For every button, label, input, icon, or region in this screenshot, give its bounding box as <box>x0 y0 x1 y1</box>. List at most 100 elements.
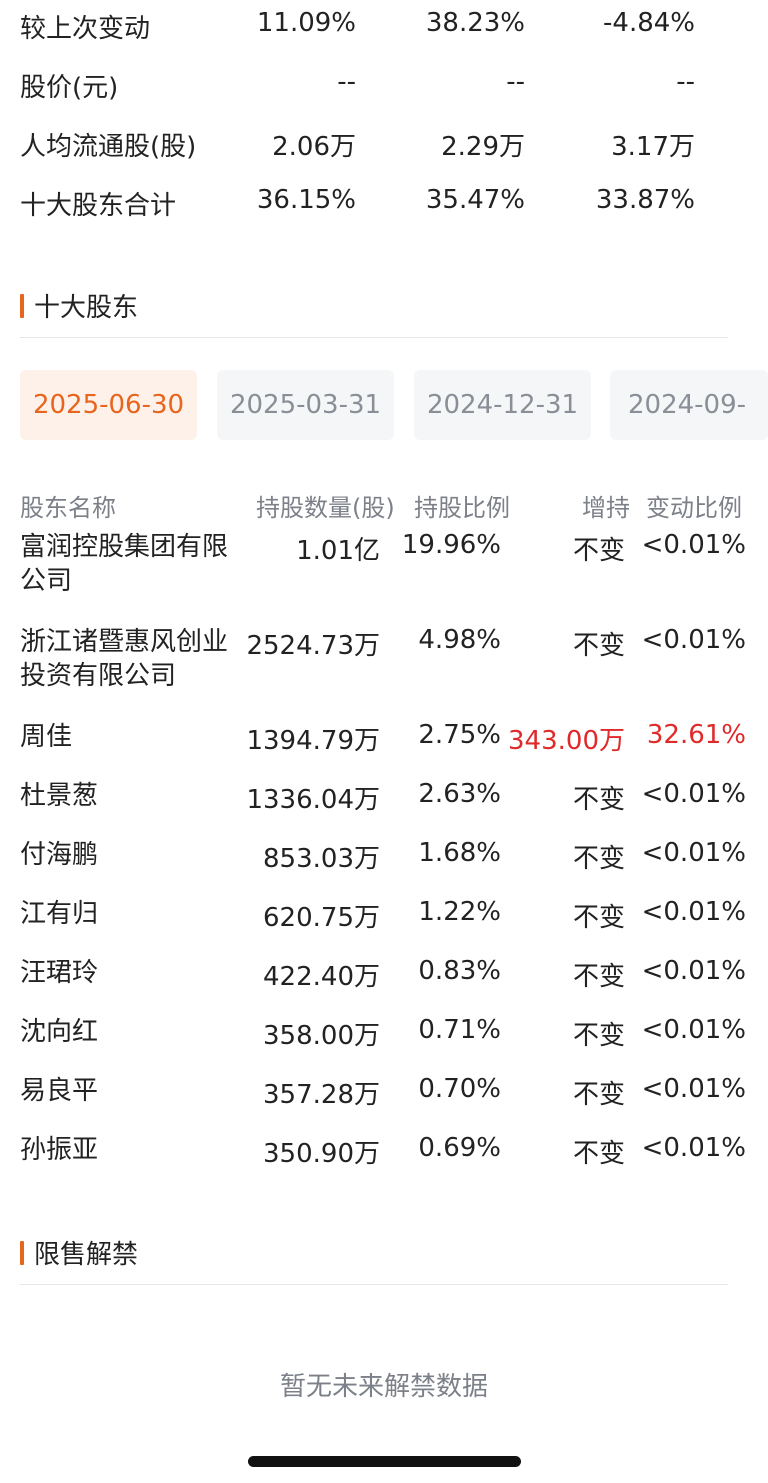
holder-change: 不变 <box>572 1139 625 1169</box>
holder-name: 富润控股集团有限公司 <box>20 532 229 596</box>
holder-name: 浙江诸暨惠风创业投资有限公司 <box>20 627 229 691</box>
holder-change-ratio: <0.01% <box>641 1074 746 1104</box>
summary-row-change: 较上次变动 11.09% 38.23% -4.84% <box>0 8 768 67</box>
holder-shares: 350.90万 <box>263 1139 380 1169</box>
table-row[interactable]: 浙江诸暨惠风创业投资有限公司 2524.73万 4.98% 不变 <0.01% <box>0 625 768 720</box>
section-divider <box>20 337 728 338</box>
holder-change: 不变 <box>572 903 625 933</box>
holder-name: 汪珺玲 <box>20 958 99 988</box>
header-holder-name: 股东名称 <box>20 494 116 522</box>
section-title-top-holders: 十大股东 <box>20 287 138 324</box>
date-tab-2024-09[interactable]: 2024-09- <box>610 370 768 440</box>
table-row[interactable]: 沈向红 358.00万 0.71% 不变 <0.01% <box>0 1015 768 1074</box>
summary-value: -- <box>337 67 356 97</box>
holder-change-ratio: 32.61% <box>646 720 746 750</box>
home-indicator[interactable] <box>248 1456 521 1467</box>
table-row[interactable]: 杜景葱 1336.04万 2.63% 不变 <0.01% <box>0 779 768 838</box>
table-header: 股东名称 持股数量(股) 持股比例 增持 变动比例 <box>0 480 768 530</box>
holder-shares: 2524.73万 <box>246 631 380 661</box>
section-title-text: 十大股东 <box>34 293 139 323</box>
holder-name: 孙振亚 <box>20 1135 99 1165</box>
holder-change: 不变 <box>572 844 625 874</box>
holder-ratio: 0.71% <box>418 1015 501 1045</box>
section-divider <box>20 1284 728 1285</box>
summary-value: -- <box>676 67 695 97</box>
summary-row-avg-shares: 人均流通股(股) 2.06万 2.29万 3.17万 <box>0 126 768 185</box>
holder-change-ratio: <0.01% <box>641 779 746 809</box>
table-row[interactable]: 付海鹏 853.03万 1.68% 不变 <0.01% <box>0 838 768 897</box>
summary-value: 35.47% <box>425 185 525 215</box>
section-title-text: 限售解禁 <box>34 1240 139 1270</box>
holder-ratio: 0.70% <box>418 1074 501 1104</box>
section-accent-bar <box>20 1240 24 1265</box>
holder-change-ratio: <0.01% <box>641 1133 746 1163</box>
holder-name: 易良平 <box>20 1076 99 1106</box>
table-row[interactable]: 易良平 357.28万 0.70% 不变 <0.01% <box>0 1074 768 1133</box>
holder-change: 不变 <box>572 631 625 661</box>
holder-change: 不变 <box>572 962 625 992</box>
holder-name: 江有归 <box>20 899 99 929</box>
summary-row-top10-total: 十大股东合计 36.15% 35.47% 33.87% <box>0 185 768 244</box>
holder-change: 不变 <box>572 785 625 815</box>
holder-change-ratio: <0.01% <box>641 530 746 560</box>
date-tab-2025-06-30[interactable]: 2025-06-30 <box>20 370 197 440</box>
holder-name: 周佳 <box>20 722 73 752</box>
holder-change-ratio: <0.01% <box>641 956 746 986</box>
summary-value: 2.06万 <box>272 132 356 162</box>
holder-ratio: 19.96% <box>401 530 501 560</box>
holder-name: 杜景葱 <box>20 781 99 811</box>
holder-change: 不变 <box>572 536 625 566</box>
holder-ratio: 2.63% <box>418 779 501 809</box>
holder-change-ratio: <0.01% <box>641 625 746 655</box>
summary-value: 38.23% <box>425 8 525 38</box>
summary-value: -- <box>506 67 525 97</box>
table-body: 富润控股集团有限公司 1.01亿 19.96% 不变 <0.01% 浙江诸暨惠风创业投资有… <box>0 530 768 1192</box>
table-row[interactable]: 江有归 620.75万 1.22% 不变 <0.01% <box>0 897 768 956</box>
holder-ratio: 1.22% <box>418 897 501 927</box>
holder-name: 沈向红 <box>20 1017 99 1047</box>
summary-label: 股价(元) <box>20 73 119 103</box>
header-ratio: 持股比例 <box>414 494 510 522</box>
summary-label: 十大股东合计 <box>20 191 177 221</box>
holder-ratio: 0.69% <box>418 1133 501 1163</box>
table-row[interactable]: 汪珺玲 422.40万 0.83% 不变 <0.01% <box>0 956 768 1015</box>
section-title-lockup: 限售解禁 <box>20 1234 138 1271</box>
holder-change: 343.00万 <box>508 726 625 756</box>
holder-shares: 358.00万 <box>263 1021 380 1051</box>
holder-ratio: 2.75% <box>418 720 501 750</box>
report-date-tabs: 2025-06-30 2025-03-31 2024-12-31 2024-09… <box>0 370 768 442</box>
date-tab-2025-03-31[interactable]: 2025-03-31 <box>217 370 394 440</box>
top-holders-table: 股东名称 持股数量(股) 持股比例 增持 变动比例 富润控股集团有限公司 1.01… <box>0 480 768 1192</box>
shareholder-summary: 较上次变动 11.09% 38.23% -4.84% 股价(元) -- -- -… <box>0 0 768 236</box>
holder-shares: 1.01亿 <box>296 536 380 566</box>
header-change: 增持 <box>582 494 630 522</box>
holder-change-ratio: <0.01% <box>641 1015 746 1045</box>
summary-value: 3.17万 <box>611 132 695 162</box>
lockup-empty-message: 暂无未来解禁数据 <box>279 1372 488 1402</box>
header-shares: 持股数量(股) <box>256 494 395 522</box>
holder-change-ratio: <0.01% <box>641 838 746 868</box>
holder-name: 付海鹏 <box>20 840 99 870</box>
table-row[interactable]: 富润控股集团有限公司 1.01亿 19.96% 不变 <0.01% <box>0 530 768 625</box>
header-change-ratio: 变动比例 <box>646 494 742 522</box>
table-row[interactable]: 孙振亚 350.90万 0.69% 不变 <0.01% <box>0 1133 768 1192</box>
summary-label: 人均流通股(股) <box>20 132 197 162</box>
holder-shares: 422.40万 <box>263 962 380 992</box>
holder-shares: 1336.04万 <box>246 785 380 815</box>
summary-value: -4.84% <box>603 8 695 38</box>
summary-row-price: 股价(元) -- -- -- <box>0 67 768 126</box>
holder-ratio: 4.98% <box>418 625 501 655</box>
table-row[interactable]: 周佳 1394.79万 2.75% 343.00万 32.61% <box>0 720 768 779</box>
summary-value: 2.29万 <box>441 132 525 162</box>
holder-shares: 853.03万 <box>263 844 380 874</box>
holder-ratio: 1.68% <box>418 838 501 868</box>
summary-label: 较上次变动 <box>20 14 151 44</box>
holder-change: 不变 <box>572 1080 625 1110</box>
date-tab-2024-12-31[interactable]: 2024-12-31 <box>414 370 591 440</box>
section-accent-bar <box>20 293 24 318</box>
summary-value: 36.15% <box>256 185 356 215</box>
summary-value: 11.09% <box>256 8 356 38</box>
holder-change-ratio: <0.01% <box>641 897 746 927</box>
holder-shares: 620.75万 <box>263 903 380 933</box>
holder-change: 不变 <box>572 1021 625 1051</box>
